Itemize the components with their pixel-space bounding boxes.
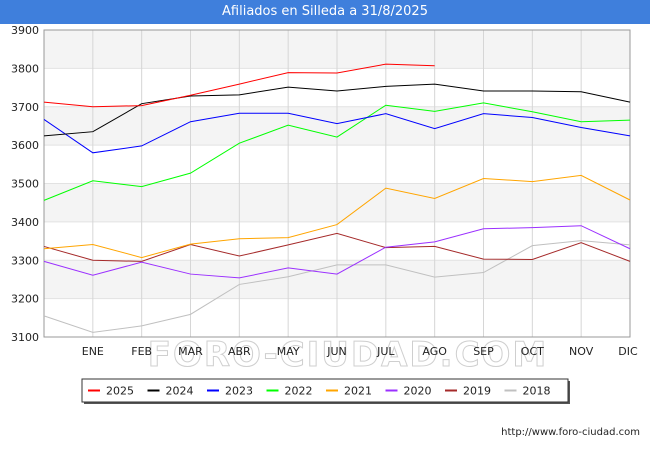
plot-frame — [43, 29, 631, 338]
series-line-2020 — [43, 225, 631, 279]
x-tick-label: NOV — [569, 345, 594, 358]
series-line-2025 — [43, 63, 435, 108]
series-line-2024 — [43, 83, 631, 137]
chart-title: Afiliados en Silleda a 31/8/2025 — [0, 0, 650, 24]
y-tick-label: 3600 — [11, 139, 39, 152]
legend-label-2024: 2024 — [166, 385, 194, 398]
y-tick-label: 3300 — [11, 254, 39, 267]
legend-label-2019: 2019 — [463, 385, 491, 398]
legend-label-2025: 2025 — [106, 385, 134, 398]
x-tick-label: ABR — [228, 345, 251, 358]
x-tick-label: MAR — [178, 345, 203, 358]
source-url: http://www.foro-ciudad.com — [501, 427, 640, 438]
x-tick-label: AGO — [422, 345, 447, 358]
legend-label-2023: 2023 — [225, 385, 253, 398]
x-axis-ticks: ENE FEB MAR ABR MAY JUN JUL AGO SEP OCT NOV DIC — [82, 345, 638, 358]
series-line-2019 — [43, 232, 631, 262]
series-line-2023 — [43, 112, 631, 154]
legend: 2025 2024 2023 2022 2021 2020 2019 2018 — [81, 378, 570, 404]
y-tick-label: 3700 — [11, 101, 39, 114]
series-line-2021 — [43, 174, 631, 259]
x-tick-label: ENE — [82, 345, 104, 358]
y-axis-ticks: 3100 3200 3300 3400 3500 3600 3700 3800 3900 — [11, 24, 39, 344]
x-tick-label: JUN — [326, 345, 347, 358]
x-tick-label: MAY — [277, 345, 300, 358]
series-line-2022 — [43, 102, 631, 201]
x-tick-label: JUL — [376, 345, 395, 358]
y-tick-label: 3900 — [11, 24, 39, 37]
legend-label-2021: 2021 — [344, 385, 372, 398]
legend-label-2018: 2018 — [523, 385, 551, 398]
series-line-2018 — [43, 240, 631, 333]
y-tick-label: 3500 — [11, 178, 39, 191]
y-tick-label: 3400 — [11, 216, 39, 229]
y-tick-label: 3100 — [11, 331, 39, 344]
x-tick-label: FEB — [131, 345, 152, 358]
legend-label-2022: 2022 — [285, 385, 313, 398]
legend-label-2020: 2020 — [404, 385, 432, 398]
series-lines — [43, 63, 631, 333]
x-tick-label: OCT — [521, 345, 544, 358]
y-tick-label: 3200 — [11, 293, 39, 306]
legend-box — [81, 378, 569, 403]
x-tick-label: SEP — [473, 345, 494, 358]
watermark: FORO-CIUDAD.COM — [148, 335, 549, 375]
y-tick-label: 3800 — [11, 62, 39, 75]
x-tick-label: DIC — [618, 345, 638, 358]
